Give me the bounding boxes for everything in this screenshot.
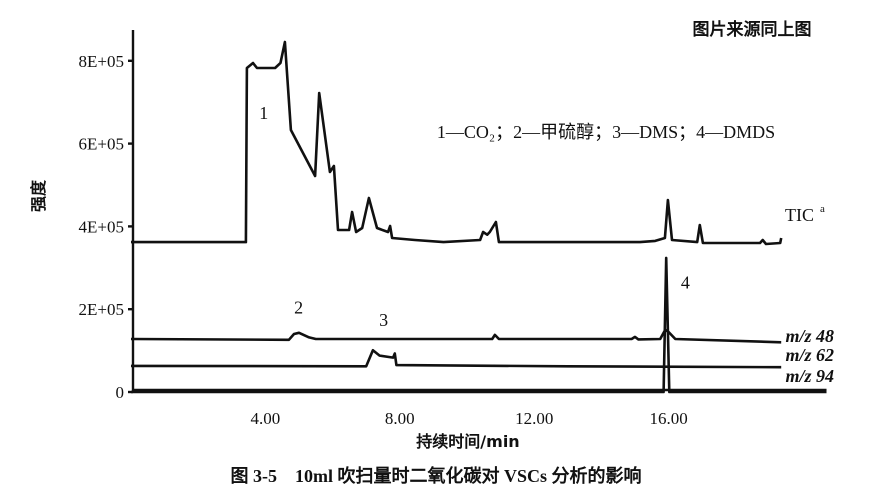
axes: 0 2E+05 4E+05 6E+05 8E+05 4.00 8.00 12.00 16.00 <box>79 30 827 428</box>
series-line-tic <box>131 40 783 246</box>
peak-label: 1 <box>259 103 268 123</box>
series-label-m-z-94: m/z 94 <box>785 366 834 386</box>
series-label-m-z-48: m/z 48 <box>785 326 834 346</box>
series-line-m-z-62 <box>130 348 782 369</box>
x-tick-label: 4.00 <box>251 409 281 428</box>
series-line-m-z-94 <box>131 256 827 394</box>
y-tick-label: 8E+05 <box>79 52 124 71</box>
traces <box>130 40 827 394</box>
legend-text: 1—CO₂；2—甲硫醇；3—DMS；4—DMDS <box>437 122 775 142</box>
figure-caption: 图 3-5 10ml 吹扫量时二氧化碳对 VSCs 分析的影响 <box>230 465 641 486</box>
x-tick-label: 12.00 <box>515 409 553 428</box>
series-label-m-z-62: m/z 62 <box>785 345 834 365</box>
x-axis-label: 持续时间/min <box>416 432 519 451</box>
y-tick-label: 0 <box>116 383 125 402</box>
series-line-m-z-48 <box>130 328 782 344</box>
series-label-tic: TIC <box>785 205 814 225</box>
y-tick-label: 4E+05 <box>79 217 124 236</box>
peak-label: 4 <box>681 273 690 293</box>
source-note: 图片来源同上图 <box>693 19 812 40</box>
series-label-superscript: a <box>820 203 825 215</box>
x-tick-label: 8.00 <box>385 409 415 428</box>
peak-label: 2 <box>294 297 303 317</box>
peak-label: 3 <box>379 310 388 330</box>
y-tick-label: 6E+05 <box>79 135 124 154</box>
y-axis-label: 强度 <box>29 179 48 212</box>
y-tick-label: 2E+05 <box>79 300 124 319</box>
x-tick-label: 16.00 <box>649 409 687 428</box>
labels: TIC a m/z 48m/z 62m/z 94 1 2 3 4 <box>259 103 834 386</box>
